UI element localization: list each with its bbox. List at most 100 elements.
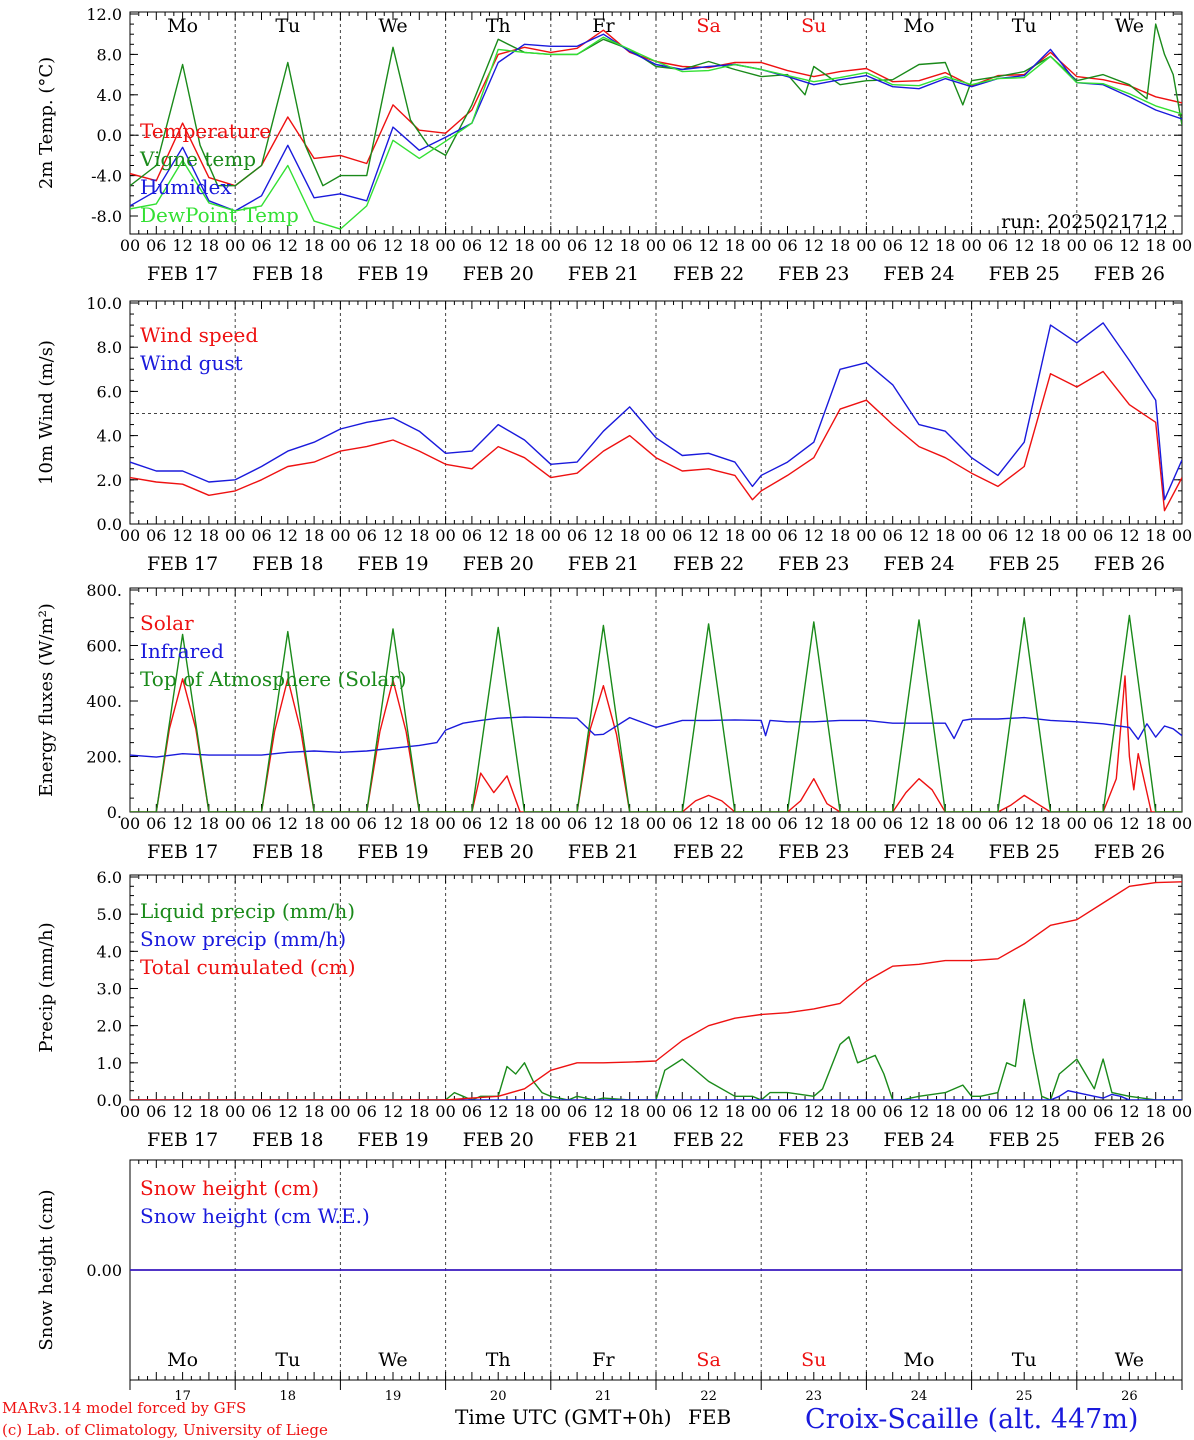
- precip-date-label: FEB 24: [883, 1129, 954, 1151]
- temp-hour-tick-label: 00: [856, 236, 876, 255]
- precip-hour-tick-label: 06: [988, 1102, 1008, 1121]
- energy-hour-tick-label: 00: [646, 814, 666, 833]
- energy-y-tick-label: 800.: [86, 581, 122, 600]
- temp-hour-tick-label: 12: [488, 236, 508, 255]
- energy-hour-tick-label: 00: [961, 814, 981, 833]
- bottom-day-number: 17: [174, 1389, 191, 1404]
- wind-hour-tick-label: 12: [383, 526, 403, 545]
- energy-hour-tick-label: 12: [1119, 814, 1139, 833]
- wind-hour-tick-label: 12: [804, 526, 824, 545]
- snow-legend-entry: Snow height (cm W.E.): [140, 1204, 370, 1228]
- precip-y-tick-label: 4.0: [97, 942, 122, 961]
- energy-y-tick-label: 400.: [86, 692, 122, 711]
- wind-hour-tick-label: 12: [909, 526, 929, 545]
- energy-hour-tick-label: 12: [593, 814, 613, 833]
- bottom-day-number: 26: [1121, 1389, 1138, 1404]
- wind-date-label: FEB 20: [463, 553, 534, 575]
- precip-y-tick-label: 0.0: [97, 1091, 122, 1110]
- month-label: FEB: [688, 1405, 731, 1429]
- wind-hour-tick-label: 18: [620, 526, 640, 545]
- energy-hour-tick-label: 00: [541, 814, 561, 833]
- temp-hour-tick-label: 18: [935, 236, 955, 255]
- energy-hour-tick-label: 12: [909, 814, 929, 833]
- precip-y-axis-label: Precip (mm/h): [36, 922, 57, 1052]
- precip-date-label: FEB 25: [989, 1129, 1060, 1151]
- wind-hour-tick-label: 12: [593, 526, 613, 545]
- energy-hour-tick-label: 12: [172, 814, 192, 833]
- wind-panel: 10.0 8.0 6.0 4.0 2.0 0.0 10m Wind (m/s) Wind sp…: [36, 294, 1192, 575]
- precip-date-label: FEB 20: [463, 1129, 534, 1151]
- temp-hour-tick-label: 12: [383, 236, 403, 255]
- temp-y-axis-label: 2m Temp. (°C): [36, 57, 57, 189]
- precip-y-tick-label: 6.0: [97, 868, 122, 887]
- wind-hour-tick-label: 18: [514, 526, 534, 545]
- temp-legend-entry: Humidex: [140, 175, 232, 199]
- precip-hour-tick-label: 06: [357, 1102, 377, 1121]
- temp-hour-tick-label: 06: [1093, 236, 1113, 255]
- bottom-day-number: 19: [385, 1389, 402, 1404]
- precip-hour-tick-label: 18: [935, 1102, 955, 1121]
- energy-hour-tick-label: 12: [1014, 814, 1034, 833]
- precip-hour-tick-label: 06: [672, 1102, 692, 1121]
- bottom-weekday-label: Mo: [167, 1349, 198, 1371]
- energy-date-label: FEB 20: [463, 841, 534, 863]
- energy-hour-tick-label: 18: [725, 814, 745, 833]
- bottom-weekday-label: Fr: [592, 1349, 615, 1371]
- wind-hour-tick-label: 00: [330, 526, 350, 545]
- precip-series-group: [130, 881, 1182, 1100]
- precip-hour-tick-label: 00: [751, 1102, 771, 1121]
- energy-hour-tick-label: 00: [1067, 814, 1087, 833]
- energy-hour-tick-label: 12: [804, 814, 824, 833]
- bottom-weekday-label: Sa: [696, 1349, 720, 1371]
- wind-hour-tick-label: 00: [961, 526, 981, 545]
- precip-hour-tick-label: 06: [146, 1102, 166, 1121]
- wind-date-label: FEB 18: [252, 553, 323, 575]
- precip-date-label: FEB 21: [568, 1129, 639, 1151]
- precip-hour-tick-label: 06: [251, 1102, 271, 1121]
- wind-hour-tick-label: 18: [935, 526, 955, 545]
- energy-series-group: [130, 614, 1182, 812]
- bottom-weekday-label: Tu: [1012, 1349, 1037, 1371]
- wind-hour-tick-label: 00: [1172, 526, 1192, 545]
- temp-legend-entry: Temperature: [140, 119, 271, 143]
- precip-panel: 6.0 5.0 4.0 3.0 2.0 1.0 0.0 Precip (mm/h) Liquid…: [36, 868, 1192, 1151]
- bottom-day-number: 22: [700, 1389, 717, 1404]
- credit-model: MARv3.14 model forced by GFS: [2, 1399, 246, 1417]
- precip-hour-tick-label: 12: [1119, 1102, 1139, 1121]
- wind-hour-tick-label: 06: [1093, 526, 1113, 545]
- wind-hour-tick-label: 06: [146, 526, 166, 545]
- temp-date-label: FEB 26: [1094, 263, 1165, 285]
- weekday-label: Mo: [167, 15, 198, 37]
- weekday-label: Tu: [275, 15, 300, 37]
- temp-date-label: FEB 20: [463, 263, 534, 285]
- temp-hour-tick-label: 06: [146, 236, 166, 255]
- temp-hour-tick-label: 00: [961, 236, 981, 255]
- precip-date-label: FEB 22: [673, 1129, 744, 1151]
- snow-y-tick-label: 0.00: [86, 1261, 122, 1280]
- precip-hour-tick-label: 18: [199, 1102, 219, 1121]
- bottom-weekday-label: Mo: [904, 1349, 935, 1371]
- energy-hour-tick-label: 12: [698, 814, 718, 833]
- energy-hour-tick-label: 06: [146, 814, 166, 833]
- temp-hour-tick-label: 06: [883, 236, 903, 255]
- temp-date-label: FEB 23: [778, 263, 849, 285]
- precip-hour-tick-label: 00: [961, 1102, 981, 1121]
- precip-hour-tick-label: 00: [120, 1102, 140, 1121]
- wind-date-label: FEB 21: [568, 553, 639, 575]
- precip-hour-tick-label: 06: [1093, 1102, 1113, 1121]
- temp-date-label: FEB 24: [883, 263, 954, 285]
- credit-lab: (c) Lab. of Climatology, University of L…: [2, 1421, 328, 1439]
- temp-hour-tick-label: 06: [777, 236, 797, 255]
- temp-hour-tick-label: 18: [514, 236, 534, 255]
- energy-hour-tick-label: 06: [251, 814, 271, 833]
- wind-hour-tick-label: 00: [225, 526, 245, 545]
- energy-panel: 800. 600. 400. 200. 0. Energy fluxes (W/m²) So…: [36, 581, 1192, 863]
- temp-hour-tick-label: 06: [462, 236, 482, 255]
- precip-hour-tick-label: 18: [830, 1102, 850, 1121]
- precip-hour-tick-label: 18: [409, 1102, 429, 1121]
- energy-hour-tick-label: 18: [935, 814, 955, 833]
- snow-panel: 0.00 Snow height (cm) Snow height (cm) Snow…: [36, 1159, 1183, 1381]
- energy-hour-tick-label: 06: [672, 814, 692, 833]
- energy-hour-tick-label: 18: [409, 814, 429, 833]
- wind-date-label: FEB 17: [147, 553, 218, 575]
